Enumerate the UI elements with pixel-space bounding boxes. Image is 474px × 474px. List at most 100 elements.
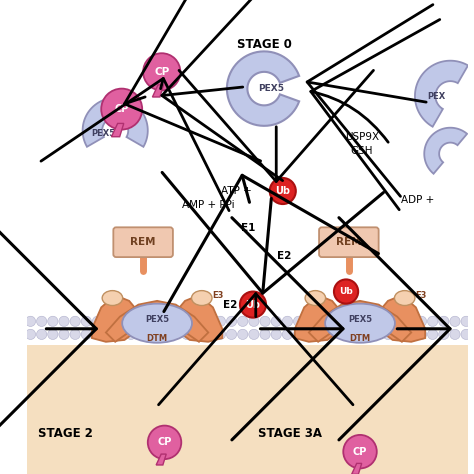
Circle shape: [316, 316, 326, 327]
Text: Ub: Ub: [339, 287, 353, 296]
Circle shape: [305, 329, 315, 339]
Circle shape: [438, 329, 449, 339]
Circle shape: [26, 316, 36, 327]
Ellipse shape: [122, 304, 192, 343]
Circle shape: [237, 329, 248, 339]
Polygon shape: [415, 61, 468, 127]
Polygon shape: [92, 295, 143, 342]
Ellipse shape: [102, 291, 123, 306]
Text: E2: E2: [223, 300, 237, 310]
FancyBboxPatch shape: [113, 228, 173, 257]
Circle shape: [271, 316, 282, 327]
Polygon shape: [82, 98, 148, 147]
Text: E1: E1: [241, 223, 255, 233]
Circle shape: [171, 329, 181, 339]
Text: CP: CP: [157, 438, 172, 447]
Polygon shape: [156, 454, 166, 465]
Polygon shape: [106, 301, 208, 342]
Circle shape: [26, 329, 36, 339]
Circle shape: [260, 316, 270, 327]
Ellipse shape: [325, 304, 395, 343]
Text: ADP +: ADP +: [401, 195, 434, 205]
Circle shape: [343, 435, 377, 468]
Circle shape: [171, 316, 181, 327]
Polygon shape: [352, 464, 362, 474]
Text: PEX5: PEX5: [259, 84, 284, 93]
Circle shape: [143, 53, 181, 91]
Text: AMP + PPi: AMP + PPi: [182, 200, 235, 210]
Circle shape: [159, 316, 170, 327]
Circle shape: [461, 316, 471, 327]
Circle shape: [126, 316, 136, 327]
Circle shape: [271, 329, 282, 339]
Circle shape: [182, 316, 192, 327]
Circle shape: [394, 329, 404, 339]
Circle shape: [361, 316, 371, 327]
Circle shape: [316, 329, 326, 339]
Ellipse shape: [305, 291, 326, 306]
Text: CP: CP: [353, 447, 367, 456]
Text: PEX5: PEX5: [91, 129, 115, 138]
Circle shape: [293, 329, 304, 339]
FancyBboxPatch shape: [319, 228, 379, 257]
Circle shape: [383, 329, 393, 339]
Circle shape: [101, 89, 142, 129]
Circle shape: [428, 316, 438, 327]
Circle shape: [92, 316, 103, 327]
Circle shape: [159, 329, 170, 339]
Circle shape: [48, 316, 58, 327]
Circle shape: [193, 329, 203, 339]
Circle shape: [148, 316, 158, 327]
Circle shape: [394, 316, 404, 327]
Text: REM: REM: [130, 237, 156, 247]
Circle shape: [227, 329, 237, 339]
Circle shape: [450, 329, 460, 339]
Circle shape: [428, 329, 438, 339]
Circle shape: [59, 329, 69, 339]
Circle shape: [81, 316, 91, 327]
Circle shape: [103, 316, 114, 327]
Circle shape: [70, 329, 80, 339]
Circle shape: [36, 316, 47, 327]
Circle shape: [148, 426, 181, 459]
Circle shape: [283, 316, 292, 327]
Circle shape: [215, 329, 226, 339]
Circle shape: [48, 329, 58, 339]
Circle shape: [334, 280, 358, 304]
Text: REM: REM: [336, 237, 362, 247]
Circle shape: [416, 329, 427, 339]
Circle shape: [126, 329, 136, 339]
Circle shape: [148, 329, 158, 339]
Text: USP9X: USP9X: [345, 132, 379, 142]
Text: Ub: Ub: [246, 300, 261, 310]
Polygon shape: [27, 33, 468, 474]
Circle shape: [70, 316, 80, 327]
Circle shape: [349, 329, 360, 339]
Circle shape: [461, 329, 471, 339]
Circle shape: [338, 316, 348, 327]
Circle shape: [59, 316, 69, 327]
Polygon shape: [227, 51, 299, 126]
Circle shape: [249, 316, 259, 327]
Circle shape: [372, 316, 382, 327]
Polygon shape: [295, 295, 346, 342]
Text: STAGE 2: STAGE 2: [38, 427, 93, 439]
Polygon shape: [309, 301, 411, 342]
Circle shape: [115, 329, 125, 339]
Circle shape: [283, 329, 292, 339]
Text: CP: CP: [115, 104, 129, 114]
Text: E2: E2: [276, 251, 291, 261]
Circle shape: [92, 329, 103, 339]
Circle shape: [137, 329, 147, 339]
Circle shape: [249, 329, 259, 339]
Circle shape: [137, 316, 147, 327]
Polygon shape: [171, 295, 222, 342]
Circle shape: [327, 329, 337, 339]
Text: E3: E3: [212, 291, 223, 300]
Text: PEX: PEX: [427, 91, 446, 100]
Circle shape: [405, 329, 415, 339]
Text: STAGE 0: STAGE 0: [237, 38, 292, 51]
Circle shape: [240, 292, 266, 318]
Circle shape: [215, 316, 226, 327]
Text: CP: CP: [154, 67, 169, 77]
